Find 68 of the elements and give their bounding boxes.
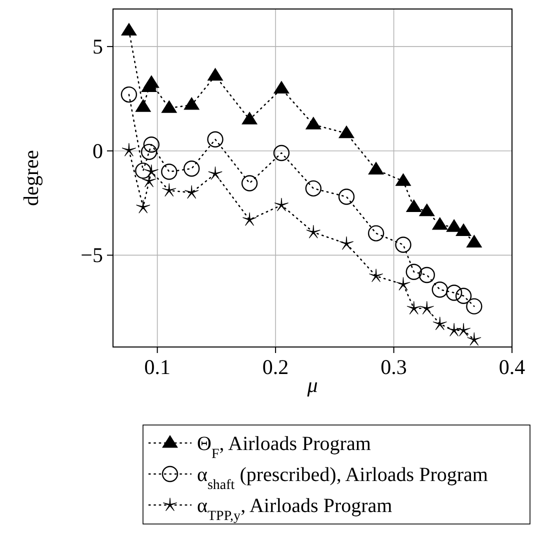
point [340, 236, 354, 250]
point [456, 323, 470, 336]
point [122, 142, 136, 156]
point [396, 277, 410, 290]
point [273, 80, 290, 94]
legend-label: α$_{shaft}$ (prescribed), Airloads Program [197, 464, 488, 492]
y-axis-title: degree [19, 150, 43, 206]
point [368, 162, 384, 174]
point [242, 112, 258, 124]
x-axis-title: μ [306, 373, 318, 397]
point [446, 219, 462, 232]
point [135, 99, 152, 112]
y-tick-label: −5 [80, 243, 103, 268]
point [466, 298, 482, 314]
point [406, 199, 422, 212]
point [395, 173, 412, 186]
y-tick-label: 0 [92, 138, 103, 163]
point [143, 136, 160, 153]
point [418, 203, 435, 216]
point [143, 75, 160, 88]
point [207, 68, 224, 81]
legend-label: Θ$_{F}$, Airloads Program [197, 433, 372, 462]
point [120, 22, 137, 36]
point [406, 264, 422, 280]
point [120, 86, 138, 103]
point [241, 175, 258, 192]
point [184, 185, 199, 199]
x-tick-label: 0.4 [498, 355, 526, 379]
point [184, 160, 200, 177]
point [338, 188, 355, 205]
point [406, 301, 421, 314]
point [208, 166, 222, 180]
y-tick-label: 5 [92, 34, 103, 59]
point [432, 216, 448, 230]
x-tick-label: 0.1 [144, 355, 170, 379]
point [136, 200, 150, 214]
point [135, 162, 152, 179]
point [140, 144, 158, 160]
point [207, 131, 224, 148]
point [369, 268, 383, 282]
point [306, 224, 320, 238]
point [466, 234, 482, 248]
legend-label: α$_{TPP,y}$, Airloads Program [197, 495, 393, 524]
point [467, 332, 482, 346]
point [142, 174, 156, 188]
point [446, 284, 462, 301]
point [144, 164, 158, 178]
point [305, 180, 322, 197]
point [273, 144, 290, 162]
point [368, 225, 384, 242]
point [432, 316, 447, 330]
point [447, 323, 462, 336]
point [395, 236, 412, 253]
point [338, 125, 354, 138]
x-tick-label: 0.3 [380, 355, 407, 379]
point [274, 198, 288, 212]
point [162, 183, 176, 196]
point [161, 100, 178, 113]
point [184, 96, 200, 110]
point [418, 266, 435, 284]
point [432, 282, 448, 298]
point [420, 301, 434, 314]
point [242, 212, 257, 226]
point [305, 116, 322, 130]
point [456, 223, 472, 236]
point [455, 288, 472, 304]
point [161, 164, 178, 180]
x-tick-label: 0.2 [262, 355, 289, 379]
